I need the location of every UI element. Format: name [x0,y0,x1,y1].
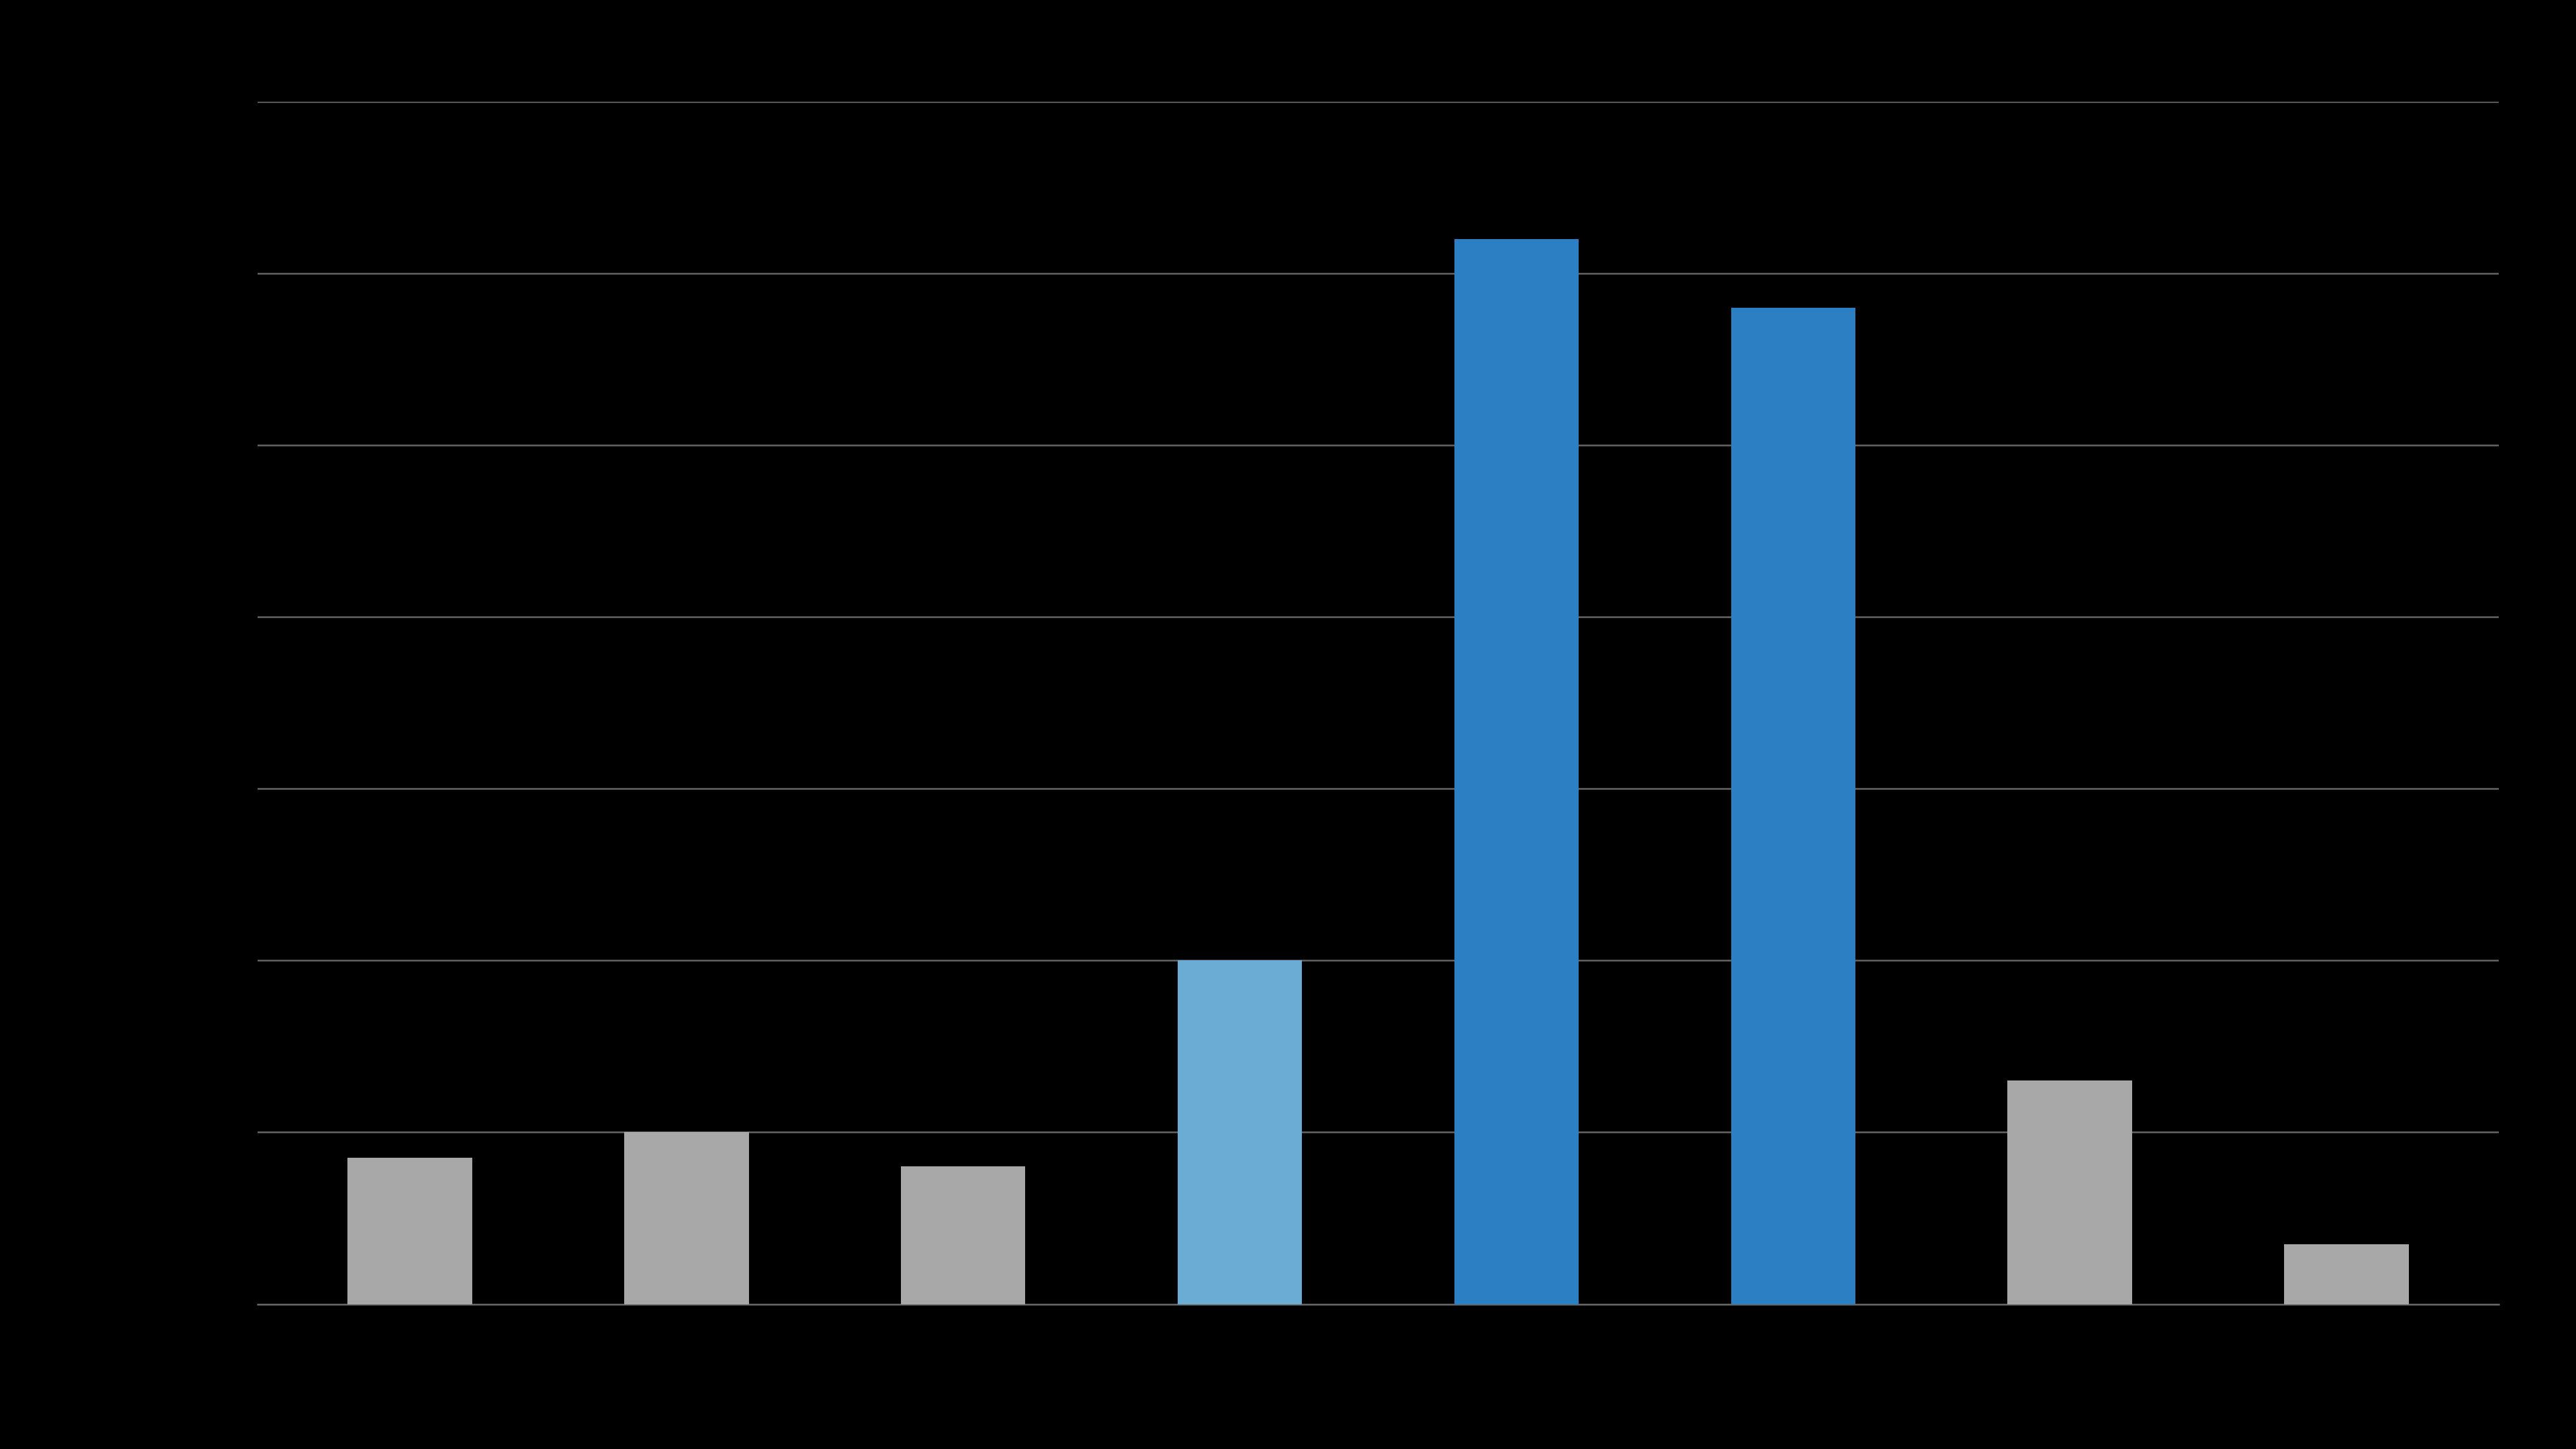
Bar [902,1166,1025,1304]
Bar [2285,1243,2409,1304]
Bar [1177,961,1301,1304]
Bar [623,1132,750,1304]
Bar [348,1158,471,1304]
Bar [1455,239,1579,1304]
Bar [2007,1081,2133,1304]
Bar [1731,307,1855,1304]
